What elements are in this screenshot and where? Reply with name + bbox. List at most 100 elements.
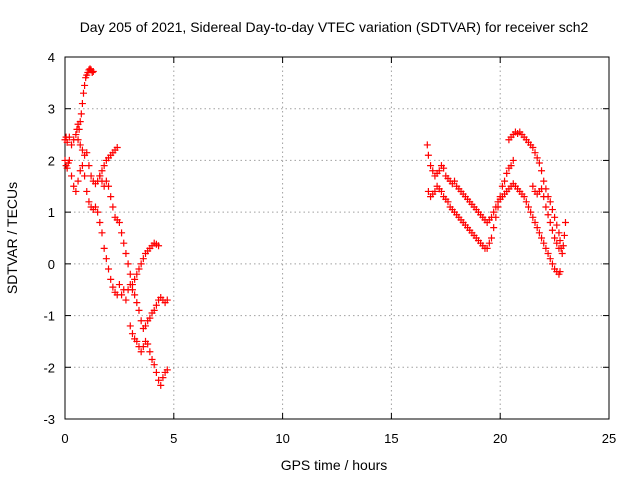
data-point bbox=[146, 314, 154, 322]
x-tick-label: 5 bbox=[170, 431, 177, 446]
data-point bbox=[81, 81, 89, 89]
data-point bbox=[544, 211, 552, 219]
axis-ticks bbox=[64, 56, 610, 420]
data-point bbox=[109, 283, 117, 291]
data-point bbox=[78, 100, 86, 108]
data-point bbox=[142, 322, 150, 330]
data-point bbox=[137, 317, 145, 325]
data-point bbox=[139, 255, 147, 263]
data-point bbox=[120, 239, 128, 247]
data-point bbox=[72, 187, 80, 195]
data-point bbox=[485, 239, 493, 247]
y-tick-label: 3 bbox=[48, 102, 55, 117]
data-point bbox=[546, 198, 554, 206]
data-point bbox=[65, 156, 73, 164]
data-point bbox=[98, 167, 106, 175]
y-tick-label: 1 bbox=[48, 205, 55, 220]
data-point bbox=[122, 296, 130, 304]
data-point bbox=[94, 208, 102, 216]
data-point bbox=[548, 206, 556, 214]
data-point bbox=[551, 234, 559, 242]
data-point bbox=[89, 67, 97, 75]
data-point bbox=[107, 193, 115, 201]
data-point bbox=[494, 203, 502, 211]
data-points bbox=[61, 65, 569, 389]
data-point bbox=[520, 193, 528, 201]
x-tick-label: 10 bbox=[275, 431, 289, 446]
data-point bbox=[85, 198, 93, 206]
data-point bbox=[105, 265, 113, 273]
data-point bbox=[100, 162, 108, 170]
data-point bbox=[553, 239, 561, 247]
data-point bbox=[538, 234, 546, 242]
data-point bbox=[440, 164, 448, 172]
x-tick-label: 15 bbox=[384, 431, 398, 446]
data-point bbox=[152, 301, 160, 309]
data-point bbox=[65, 133, 73, 141]
y-axis-label: SDTVAR / TECUs bbox=[4, 182, 20, 294]
data-point bbox=[87, 172, 95, 180]
data-point bbox=[146, 348, 154, 356]
data-point bbox=[157, 381, 165, 389]
data-point bbox=[74, 136, 82, 144]
data-point bbox=[555, 244, 563, 252]
data-point bbox=[490, 224, 498, 232]
data-point bbox=[126, 322, 134, 330]
data-point bbox=[437, 187, 445, 195]
data-point bbox=[424, 187, 432, 195]
data-point bbox=[487, 234, 495, 242]
data-point bbox=[444, 198, 452, 206]
series-track-i bbox=[529, 182, 563, 252]
data-point bbox=[113, 144, 121, 151]
data-point bbox=[77, 110, 85, 118]
data-point bbox=[137, 260, 145, 268]
series-track-d bbox=[96, 144, 121, 180]
data-point bbox=[131, 275, 139, 283]
data-point bbox=[498, 182, 506, 190]
data-point bbox=[544, 250, 552, 258]
data-point bbox=[105, 182, 113, 190]
data-point bbox=[560, 231, 568, 239]
data-point bbox=[531, 149, 539, 157]
y-tick-labels: -3 -2 -1 0 1 2 3 4 bbox=[43, 50, 55, 427]
data-point bbox=[522, 198, 530, 206]
data-point bbox=[115, 281, 123, 289]
data-point bbox=[100, 244, 108, 252]
data-point bbox=[542, 244, 550, 252]
data-point bbox=[79, 89, 87, 97]
data-point bbox=[546, 255, 554, 263]
data-point bbox=[431, 187, 439, 195]
data-point bbox=[115, 218, 123, 226]
data-point bbox=[150, 306, 158, 314]
y-tick-label: 4 bbox=[48, 50, 55, 65]
data-point bbox=[535, 229, 543, 237]
data-point bbox=[555, 229, 563, 237]
data-point bbox=[542, 203, 550, 211]
grid bbox=[65, 57, 609, 419]
y-tick-label: -2 bbox=[43, 360, 55, 375]
data-point bbox=[135, 265, 143, 273]
data-point bbox=[78, 146, 86, 154]
data-point bbox=[68, 172, 76, 180]
series-track-a bbox=[61, 65, 97, 149]
data-point bbox=[75, 125, 83, 133]
data-point bbox=[533, 154, 541, 162]
data-point bbox=[496, 193, 504, 201]
data-point bbox=[81, 172, 89, 180]
data-point bbox=[424, 151, 432, 159]
data-point bbox=[451, 177, 459, 185]
data-point bbox=[538, 185, 546, 193]
series-track-g bbox=[424, 156, 517, 252]
data-point bbox=[159, 374, 167, 382]
data-point bbox=[109, 203, 117, 211]
data-point bbox=[128, 330, 136, 338]
data-point bbox=[83, 187, 91, 195]
data-point bbox=[163, 366, 171, 374]
x-tick-label: 0 bbox=[61, 431, 68, 446]
data-point bbox=[501, 177, 509, 185]
y-tick-label: -3 bbox=[43, 412, 55, 427]
data-point bbox=[63, 164, 71, 172]
x-tick-label: 25 bbox=[602, 431, 616, 446]
data-point bbox=[540, 177, 548, 185]
